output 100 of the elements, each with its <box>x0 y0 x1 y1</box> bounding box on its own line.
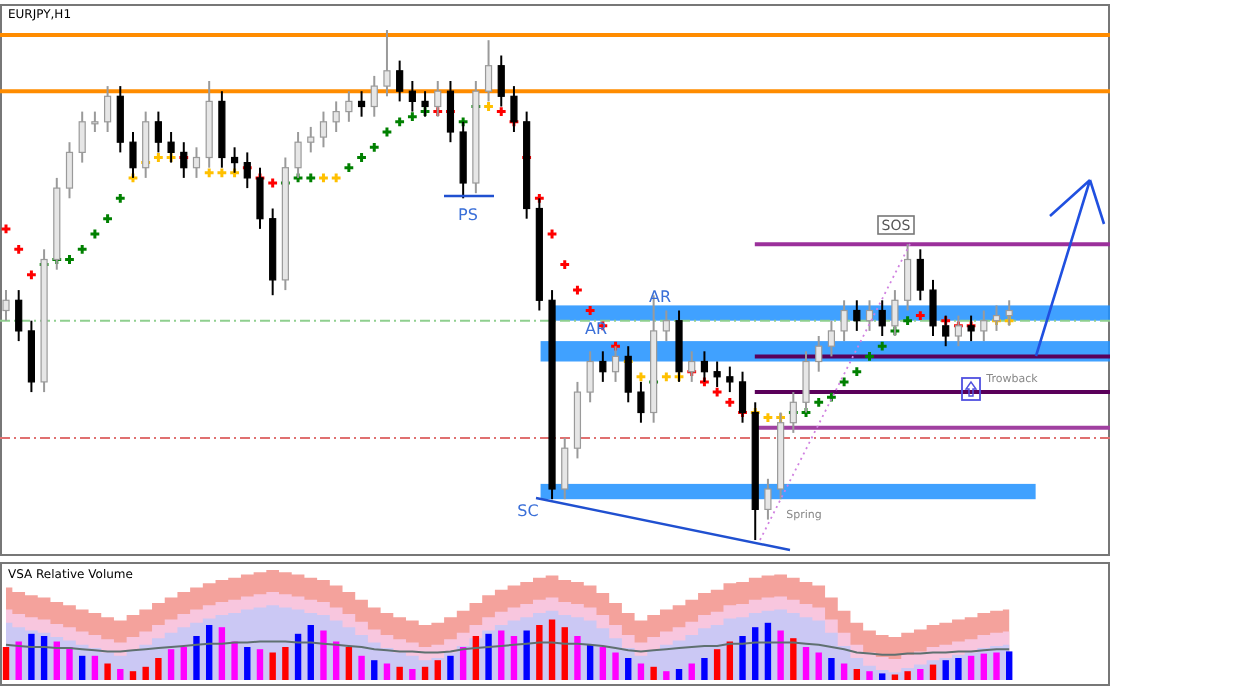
bar <box>320 630 327 680</box>
bar <box>383 663 391 680</box>
candlestick <box>370 74 378 118</box>
candlestick <box>815 335 823 373</box>
bar <box>929 664 937 680</box>
candlestick <box>853 299 861 332</box>
candlestick <box>865 299 874 332</box>
bar <box>675 669 683 680</box>
candlestick <box>942 314 950 348</box>
bar <box>282 647 289 680</box>
bar <box>523 630 530 680</box>
bar <box>371 660 378 680</box>
bar <box>802 647 810 680</box>
bar <box>790 638 797 680</box>
candlestick <box>840 299 848 343</box>
bar <box>993 652 1000 680</box>
candlestick <box>827 319 836 358</box>
candlestick <box>383 29 391 98</box>
candlestick <box>243 151 251 190</box>
bar <box>688 663 695 680</box>
bar <box>853 669 861 680</box>
bar <box>536 625 543 680</box>
candlestick <box>904 243 912 312</box>
candlestick <box>91 110 99 133</box>
bar <box>421 666 429 680</box>
candlestick <box>916 248 924 302</box>
bar <box>840 663 848 680</box>
bar <box>599 647 607 680</box>
candlestick <box>142 110 150 179</box>
bar <box>625 658 632 680</box>
candlestick <box>726 365 734 394</box>
candlestick <box>764 477 772 521</box>
candlestick <box>319 110 328 149</box>
bar <box>815 652 822 680</box>
bar <box>752 627 759 680</box>
bar <box>764 622 772 680</box>
bar <box>485 633 492 680</box>
candlestick <box>192 146 201 179</box>
candlestick <box>662 309 670 343</box>
bar <box>117 669 124 680</box>
candlestick <box>65 141 74 200</box>
bar <box>358 655 365 680</box>
bar <box>180 647 187 680</box>
candlestick <box>624 345 632 404</box>
bar <box>396 666 403 680</box>
bar <box>574 636 581 680</box>
candlestick <box>586 350 594 404</box>
bar <box>955 658 962 680</box>
bar <box>307 625 314 680</box>
candlestick <box>332 100 340 133</box>
candlestick <box>307 125 315 154</box>
bar <box>879 673 886 680</box>
bar <box>612 652 619 680</box>
bar <box>231 641 238 680</box>
annotation: AR <box>584 320 608 338</box>
annotation: SC <box>517 502 540 520</box>
bar <box>1006 651 1013 680</box>
bar <box>269 652 276 680</box>
bar <box>218 627 226 680</box>
candlestick <box>78 110 86 164</box>
bar <box>586 644 594 680</box>
annotation: AR <box>648 288 672 306</box>
candlestick <box>2 289 10 322</box>
bar <box>244 647 251 680</box>
bar <box>917 669 924 680</box>
bar <box>548 619 556 680</box>
candlestick <box>345 90 353 123</box>
bar <box>447 655 454 680</box>
candlestick <box>103 85 112 133</box>
candlestick <box>980 309 988 343</box>
bar <box>701 658 708 680</box>
bar <box>28 633 35 680</box>
bar <box>980 653 987 680</box>
bar <box>866 671 873 680</box>
candlestick <box>15 289 23 343</box>
candlestick <box>434 80 442 118</box>
candlestick <box>789 391 797 434</box>
bar <box>739 636 746 680</box>
candlestick <box>967 314 975 343</box>
bar <box>663 671 670 680</box>
candlestick <box>992 304 1001 332</box>
annotation: PS <box>458 206 478 224</box>
candlestick <box>561 437 569 501</box>
bar <box>345 647 353 680</box>
candlestick <box>1005 299 1013 327</box>
bar <box>904 671 911 680</box>
candlestick <box>116 85 124 154</box>
candlestick <box>878 299 886 337</box>
bar <box>434 660 441 680</box>
bar <box>561 627 568 680</box>
bar <box>205 625 213 680</box>
candlestick <box>929 278 937 337</box>
bar <box>828 658 835 680</box>
bar <box>713 649 721 680</box>
bar <box>155 658 162 680</box>
bar <box>650 666 657 680</box>
bar <box>142 666 149 680</box>
candlestick <box>396 59 404 103</box>
bar <box>66 647 73 680</box>
bar <box>967 655 975 680</box>
